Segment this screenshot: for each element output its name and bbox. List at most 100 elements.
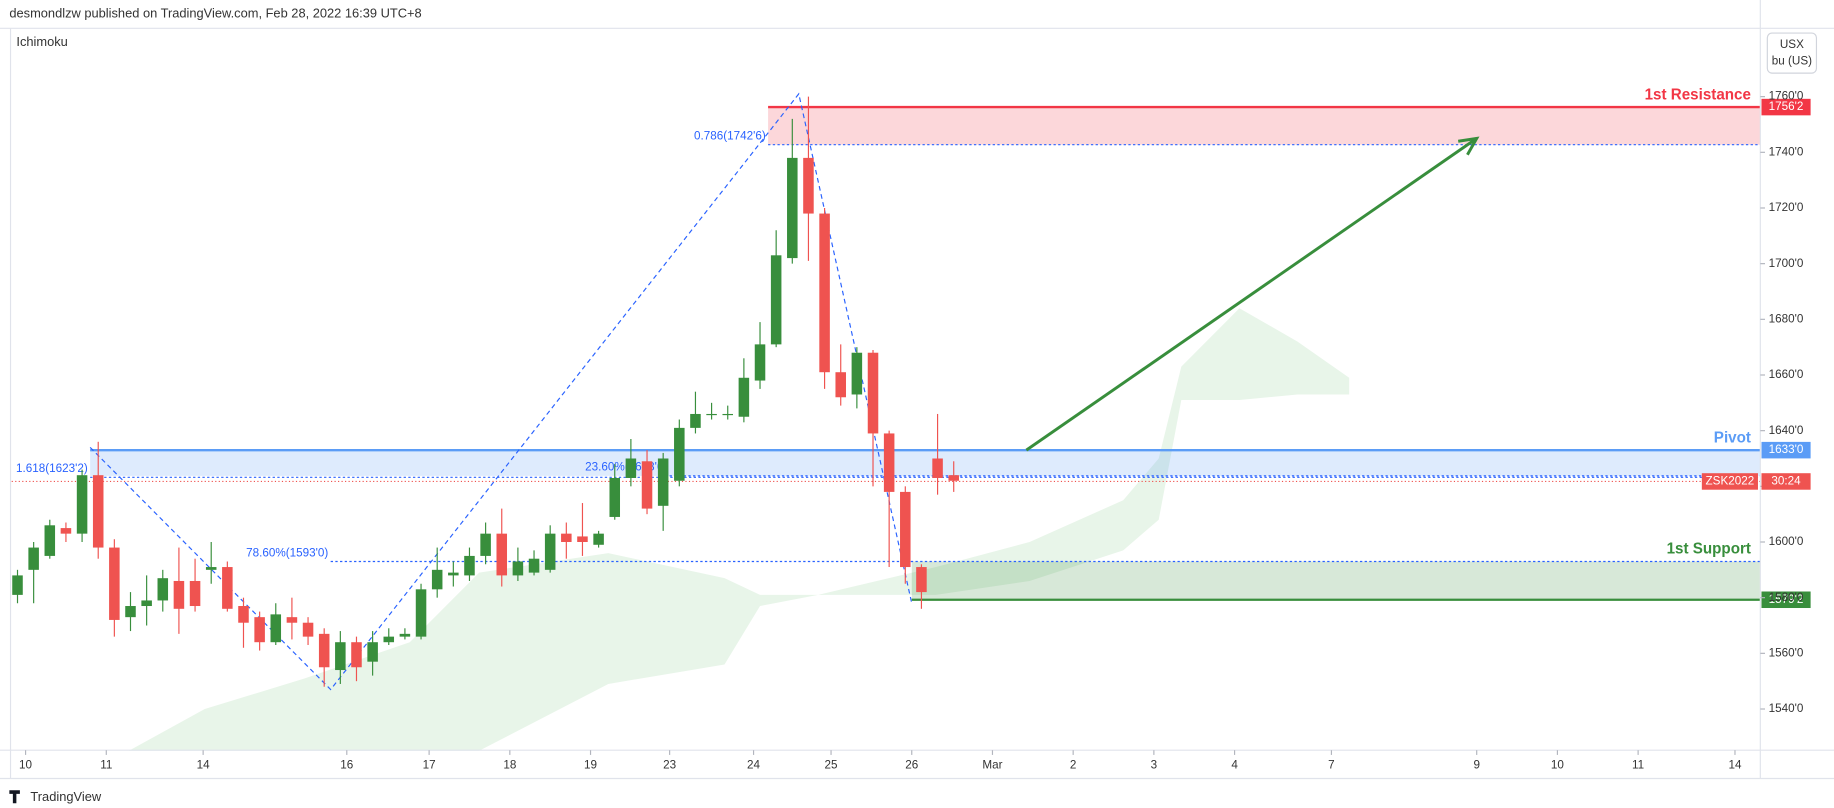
candle-body: [754, 344, 766, 381]
candle-body: [12, 575, 23, 595]
candle-body: [512, 561, 524, 576]
y-tick-label: 1660'0: [1769, 368, 1804, 381]
x-tick-label: 14: [1728, 759, 1741, 772]
x-tick-label: 18: [503, 759, 516, 772]
candle-body: [932, 458, 943, 478]
candle-body: [641, 461, 653, 509]
candle-body: [883, 433, 895, 492]
candle-body: [318, 633, 330, 668]
x-tick-label: 2: [1070, 759, 1077, 772]
y-tick-label: 1740'0: [1769, 145, 1804, 158]
y-tick-label: 1720'0: [1769, 201, 1804, 214]
y-tick-label: 1560'0: [1769, 646, 1804, 659]
candle-body: [706, 413, 717, 416]
y-tick-label: 1680'0: [1769, 312, 1804, 325]
candle-body: [657, 458, 669, 506]
candle-body: [948, 475, 959, 481]
plot: 1st Resistance 1756'2 Pivot 1633'0 1st Suppo…: [0, 0, 1834, 780]
x-tick-label: 10: [19, 759, 32, 772]
candle-body: [851, 352, 863, 395]
arrow: [1025, 137, 1478, 452]
candle-body: [787, 157, 798, 259]
candle-body: [770, 255, 782, 345]
price-box-label: 1633'0: [1769, 443, 1804, 456]
candle-body: [867, 352, 879, 434]
candle-body: [173, 580, 185, 609]
x-tick-label: 16: [340, 759, 353, 772]
candle-body: [189, 580, 201, 607]
candle-body: [157, 578, 169, 601]
candle-body: [270, 614, 282, 643]
symbol-box: [1701, 473, 1758, 490]
x-tick-label: 24: [747, 759, 760, 772]
fib-level-label: 0.786(1742'6): [694, 129, 766, 142]
x-tick-label: 26: [905, 759, 918, 772]
x-tick-label: 11: [1632, 759, 1644, 772]
zone-name: 1st Support: [1667, 541, 1751, 558]
y-tick-label: 1600'0: [1769, 535, 1804, 548]
brand-logo: [9, 790, 20, 804]
countdown-label: 30:24: [1771, 475, 1801, 488]
candle-body: [690, 413, 701, 428]
candle-body: [92, 475, 104, 548]
candle-body: [916, 567, 927, 593]
symbol-label: ZSK2022: [1706, 475, 1755, 488]
candle-body: [431, 569, 443, 590]
x-tick-label: 9: [1473, 759, 1480, 772]
indicator-name: Ichimoku: [16, 34, 67, 49]
candle-body: [335, 642, 346, 671]
candle-body: [28, 547, 39, 570]
publisher: desmondlzw published on TradingView.com,…: [9, 6, 421, 21]
candle-body: [205, 567, 217, 570]
candle-body: [496, 533, 508, 576]
candle-body: [76, 475, 88, 534]
y-tick-label: 1540'0: [1769, 702, 1804, 715]
x-tick-label: 11: [100, 759, 112, 772]
candle-body: [286, 617, 298, 623]
x-tick-label: 19: [584, 759, 597, 772]
candle-body: [109, 547, 120, 620]
x-tick-label: Mar: [982, 759, 1002, 772]
x-tick-label: 4: [1231, 759, 1238, 772]
y-tick-label: 1700'0: [1769, 257, 1804, 270]
candle-body: [464, 555, 475, 576]
candle-body: [674, 427, 685, 481]
price-box: [1761, 441, 1811, 459]
price-box-label: 1756'2: [1769, 100, 1804, 113]
price-box: [1761, 98, 1811, 116]
arrow-head: [1457, 136, 1480, 156]
candle-body: [238, 606, 249, 623]
candle-body: [593, 533, 604, 545]
candle-body: [125, 606, 136, 618]
candle-body: [835, 372, 846, 398]
candle-body: [141, 600, 152, 607]
candle-body: [44, 525, 56, 556]
y-tick-label: 1760'0: [1769, 90, 1804, 103]
candle-body: [561, 533, 572, 543]
fib-level-label: 1.618(1623'2): [16, 462, 88, 475]
candle-body: [738, 377, 750, 417]
candle-body: [367, 642, 378, 662]
candle-body: [222, 567, 233, 609]
candle-body: [351, 642, 362, 668]
candle-body: [819, 213, 830, 373]
candle-body: [480, 533, 491, 556]
zone-name: 1st Resistance: [1645, 86, 1751, 103]
y-tick-label: 1640'0: [1769, 424, 1804, 437]
brand: TradingView: [30, 789, 101, 804]
candle-body: [60, 528, 72, 534]
price-box-label: 1579'2: [1769, 593, 1804, 606]
x-tick-label: 10: [1551, 759, 1564, 772]
x-tick-label: 14: [197, 759, 210, 772]
fib-drawing: [89, 92, 913, 691]
ichimoku-cloud: [128, 308, 1350, 751]
candle-body: [528, 558, 540, 573]
candle-body: [544, 533, 556, 570]
x-tick-label: 23: [663, 759, 676, 772]
currency: USX: [1780, 38, 1804, 51]
candle-body: [722, 413, 733, 416]
unit-box[interactable]: [1766, 32, 1818, 74]
countdown-box: [1761, 473, 1811, 490]
